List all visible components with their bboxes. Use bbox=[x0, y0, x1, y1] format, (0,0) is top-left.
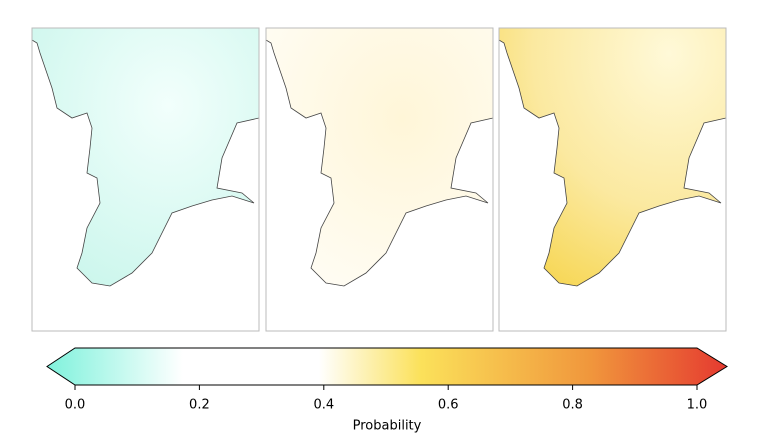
map-panel bbox=[498, 27, 727, 332]
tick-label: 0.6 bbox=[438, 398, 459, 413]
tick-label: 0.8 bbox=[562, 398, 583, 413]
tick-label: 0.0 bbox=[65, 398, 86, 413]
land bbox=[32, 28, 259, 286]
colorbar-label: Probability bbox=[353, 419, 422, 434]
tick-label: 1.0 bbox=[687, 398, 708, 413]
colorbar bbox=[46, 347, 728, 386]
panel-frame bbox=[265, 27, 494, 332]
land bbox=[499, 28, 726, 286]
map-panel bbox=[265, 27, 494, 332]
panel-frame bbox=[498, 27, 727, 332]
map-panel bbox=[31, 27, 260, 332]
land bbox=[266, 28, 493, 286]
tick-label: 0.2 bbox=[189, 398, 210, 413]
panel-frame bbox=[31, 27, 260, 332]
tick-label: 0.4 bbox=[313, 398, 334, 413]
